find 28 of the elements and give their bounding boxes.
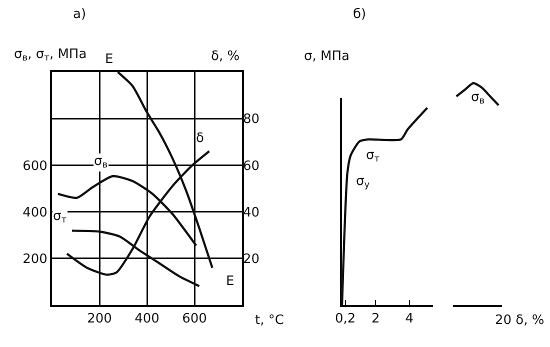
y2-axis-title: δ, % — [211, 49, 240, 64]
series-label: E — [105, 52, 114, 67]
y2-tick-label: 60 — [243, 158, 260, 174]
x-tick-label: 0,2 — [335, 312, 356, 327]
y2-tick-label: 80 — [243, 112, 260, 128]
y2-tick-label: 40 — [243, 205, 260, 220]
y-axis-title: σ, МПа — [304, 49, 350, 64]
annotation: E — [226, 274, 234, 289]
x-axis-title: 20 δ, % — [495, 313, 544, 328]
series-label: σ$_{в}$ — [94, 154, 108, 171]
x-tick-label: 400 — [134, 312, 160, 327]
annotation: σ$_{т}$ — [366, 148, 380, 165]
y-tick-label: 400 — [22, 205, 48, 220]
chart-title: б) — [353, 7, 366, 22]
y2-tick-label: 20 — [243, 252, 260, 267]
x-tick-label: 2 — [372, 312, 380, 327]
y-tick-label: 600 — [22, 158, 48, 174]
series-label: δ — [196, 131, 204, 146]
annotation: σ$_{у}$ — [356, 174, 370, 191]
x-tick-label: 4 — [405, 312, 414, 327]
annotation: σ$_{в}$ — [471, 90, 485, 107]
y-axis-title: σ$_{в}$, σ$_{т}$, МПа — [14, 47, 87, 64]
x-tick-label: 200 — [87, 312, 112, 327]
x-tick-label: 600 — [182, 312, 207, 327]
x-axis-title: t, °C — [255, 313, 284, 328]
chart-title: а) — [73, 7, 86, 22]
y-tick-label: 200 — [22, 252, 48, 267]
series-label: σ$_{т}$ — [53, 209, 68, 226]
